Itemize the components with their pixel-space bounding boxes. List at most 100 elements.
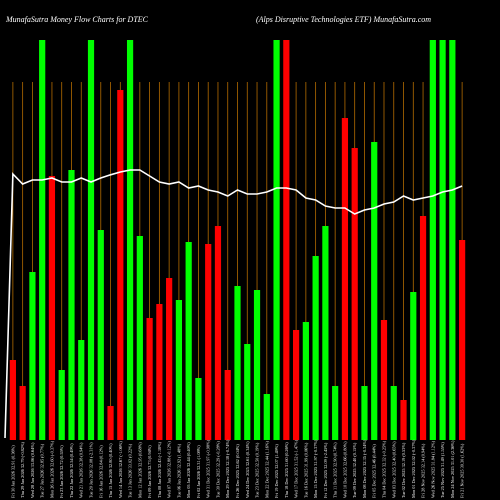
bar-33 [332,386,339,440]
bar-7 [78,340,85,440]
x-tick-label: Wed 10 Dec 2025 32.66 (0.80%) [342,441,347,498]
bar-30 [302,322,309,440]
x-tick-label: Fri 02 Jan 2026 32.31 (1.08%) [196,445,201,498]
bar-4 [48,176,56,440]
chart-title-left: MunafaSutra Money Flow Charts for DTEC [5,15,149,24]
bar-25 [253,290,261,440]
x-tick-label: Tue 13 Jan 2026 33.02 (0.22%) [128,443,133,498]
x-tick-label: Mon 24 Nov 2025 31.01 (2.36%) [450,440,455,498]
bar-45 [449,40,456,440]
x-tick-label: Wed 26 Nov 2025 31.84 (1.12%) [430,440,435,498]
x-tick-label: Wed 03 Dec 2025 32.40 (0.65%) [391,441,396,498]
x-tick-label: Wed 07 Jan 2026 32.88 (-0.12%) [167,441,172,498]
x-tick-label: Mon 15 Dec 2025 31.97 (-0.37%) [313,439,318,498]
bar-41 [410,292,417,440]
bar-24 [244,344,251,440]
x-tick-label: Fri 30 Jan 2026 32.91 (0.36%) [10,445,15,498]
money-flow-line [4,169,463,439]
bar-22 [224,370,231,440]
bar-16 [166,278,173,440]
x-tick-label: Wed 21 Jan 2026 32.38 (0.94%) [79,442,84,498]
x-tick-label: Thu 08 Jan 2026 32.43 (-1.38%) [157,441,162,498]
bar-44 [439,40,446,440]
bar-43 [429,40,436,440]
bar-5 [58,370,65,440]
x-tick-label: Mon 22 Dec 2025 32.44 (1.16%) [264,441,269,498]
bars [9,40,466,440]
x-tick-label: Fri 28 Nov 2025 32.14 (0.94%) [421,443,426,498]
x-tick-label: Fri 23 Jan 2026 32.72 (0.55%) [59,445,64,498]
bar-39 [390,386,397,440]
bar-18 [185,242,192,440]
x-tick-label: Mon 12 Jan 2026 32.95 (0.68%) [137,442,142,498]
x-tick-label: Fri 12 Dec 2025 32.09 (-2.45%) [323,442,328,498]
bar-37 [371,142,378,440]
x-tick-label: Tue 20 Jan 2026 32.08 (-2.31%) [89,442,94,498]
bar-27 [273,40,280,440]
x-tick-label: Fri 21 Nov 2025 30.30 (1.62%) [460,443,465,498]
x-tick-label: Tue 16 Dec 2025 31.99 (0.06%) [303,442,308,498]
chart-title-right: (Alps Disruptive Technologies ETF) Munaf… [256,15,431,24]
x-tick-label: Tue 02 Dec 2025 32.19 (0.53%) [401,442,406,498]
bar-8 [87,40,95,440]
x-tick-label: Wed 28 Jan 2026 33.06 (0.64%) [30,442,35,498]
x-tick-label: Wed 31 Dec 2025 31.97 (-0.98%) [206,439,211,498]
bar-34 [341,118,349,440]
bar-13 [136,236,143,440]
x-tick-label: Wed 24 Dec 2025 32.61 (0.34%) [245,441,250,498]
bar-2 [29,272,36,440]
bar-9 [97,230,104,440]
x-tick-label: Thu 04 Dec 2025 32.32 (-0.25%) [381,440,386,498]
bar-20 [205,244,212,440]
bar-11 [117,90,124,440]
bar-46 [459,240,466,440]
bar-3 [39,40,46,440]
bar-21 [214,226,222,440]
bar-26 [263,394,270,440]
x-tick-label: Fri 05 Dec 2025 32.46 (0.44%) [372,444,377,498]
x-tick-label: Tue 30 Dec 2025 32.29 (-0.28%) [215,441,220,498]
bar-14 [146,318,153,440]
x-tick-label: Thu 29 Jan 2026 32.79 (-0.82%) [20,441,25,498]
x-tick-label: Mon 05 Jan 2026 32.44 (0.40%) [186,442,191,498]
x-tick-label: Mon 26 Jan 2026 32.60 (-0.37%) [49,440,54,498]
x-tick-label: Thu 11 Dec 2025 32.90 (0.74%) [333,442,338,498]
x-tick-label: Tue 23 Dec 2025 32.50 (0.19%) [255,442,260,498]
bar-29 [292,330,300,440]
x-tick-label: Thu 22 Jan 2026 32.54 (0.49%) [69,443,74,498]
x-tick-label: Wed 17 Dec 2025 31.52 (-1.47%) [294,439,299,498]
bar-1 [19,386,26,440]
bar-15 [156,304,163,440]
bar-17 [175,300,183,440]
x-tick-label: Tue 27 Jan 2026 32.85 (0.77%) [40,443,45,498]
x-tick-label: Wed 14 Jan 2026 32.67 (-1.06%) [118,441,123,498]
x-tick-label: Mon 01 Dec 2025 32.02 (-0.37%) [411,439,416,498]
bar-23 [234,286,241,440]
bar-28 [283,40,290,440]
bar-10 [107,406,114,440]
bar-38 [380,320,388,440]
bar-31 [312,256,319,440]
bar-32 [322,226,329,440]
x-tick-label: Tue 25 Nov 2025 31.49 (1.55%) [440,442,445,498]
x-tick-labels: Fri 30 Jan 2026 32.91 (0.36%) Thu 29 Jan … [10,439,464,498]
bar-35 [351,148,358,440]
x-tick-label: Fri 16 Jan 2026 32.84 (0.12%) [98,445,103,498]
bar-40 [400,400,407,440]
bar-12 [126,40,134,440]
x-tick-label: Mon 29 Dec 2025 32.38 (-0.74%) [225,439,230,498]
x-tick-label: Fri 26 Dec 2025 32.62 (0.04%) [235,444,240,498]
x-tick-label: Mon 08 Dec 2025 32.35 (-0.34%) [362,439,367,498]
x-tick-label: Thu 18 Dec 2025 31.60 (0.26%) [284,442,289,498]
x-tick-label: Fri 09 Jan 2026 32.73 (0.94%) [147,445,152,498]
x-tick-label: Thu 15 Jan 2026 32.80 (0.40%) [108,443,113,498]
bar-6 [68,170,75,440]
bar-0 [9,360,16,440]
x-tick-label: Fri 19 Dec 2025 32.07 (1.49%) [274,444,279,498]
bar-19 [195,378,202,440]
bar-42 [419,216,427,440]
x-tick-label: Tue 06 Jan 2026 32.92 (1.48%) [176,443,181,498]
x-tick-label: Tue 09 Dec 2025 32.40 (0.15%) [352,442,357,498]
bar-36 [361,386,368,440]
